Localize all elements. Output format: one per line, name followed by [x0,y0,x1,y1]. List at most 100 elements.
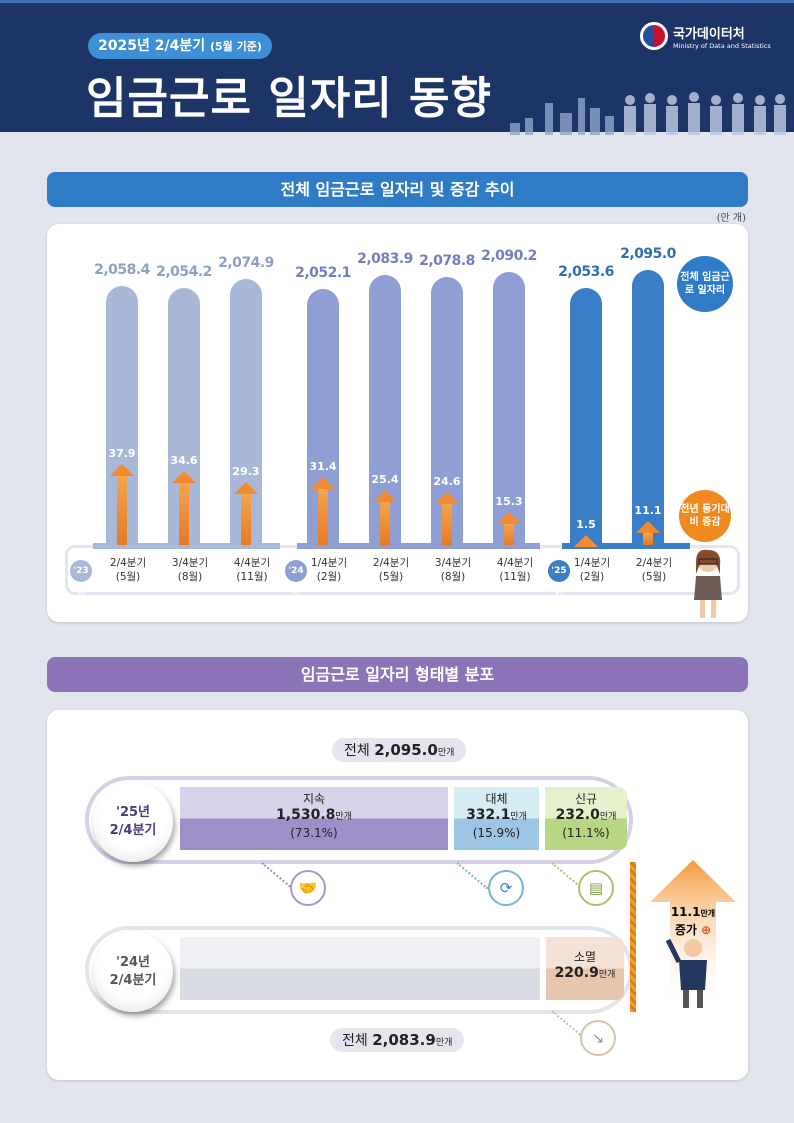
unit: 만개 [598,970,616,980]
tick-month: (8월) [440,571,466,583]
arrow-head [636,521,660,534]
change-value-label: 29.3 [232,465,260,478]
quarter-label: 2/4분기 [109,823,157,838]
tick-quarter: 3/4분기 [434,557,472,569]
callout-total: 전체 임금근로 일자리 [677,256,733,312]
arrow-shaft [380,502,390,545]
section-title-distribution: 임금근로 일자리 형태별 분포 [47,657,748,692]
arrow-shaft [117,475,127,545]
arrow-head [234,482,258,494]
year-label: '24년 [115,955,151,970]
increase-text: 증가 [674,923,697,937]
period-badge: 2025년 2/4분기 (5월 기준) [88,33,272,59]
year-badge: '25년 [548,560,570,598]
group-baseline [297,543,540,549]
x-axis-box [65,545,740,595]
change-arrow [311,477,335,545]
logo: 국가데이터처 Ministry of Data and Statistics [640,22,771,50]
bar-value-label: 2,074.9 [218,254,274,271]
skyline-illustration [500,88,794,135]
callout-change-text: 전년 동기대비 증감 [680,504,730,528]
bar-value-label: 2,095.0 [620,245,676,262]
arrow-head [574,535,598,547]
arrow-shaft [318,489,328,545]
tick-quarter: 4/4분기 [496,557,534,569]
arrow-head [497,512,521,525]
segment-name: 지속 [302,792,326,806]
year-2024-circle: '24년 2/4분기 [93,932,173,1012]
change-arrow [435,492,459,545]
logo-english: Ministry of Data and Statistics [673,41,771,50]
unit: 만개 [435,1038,453,1048]
unit: 만개 [510,812,527,822]
segment-replacement: 대체 332.1만개 (15.9%) [454,787,539,850]
year-badge: '23년 [70,560,92,598]
total-2025-value: 2,095.0 [374,741,438,759]
handshake-icon: 🤝 [290,870,326,906]
tick-month: (5월) [641,571,667,583]
header [0,0,794,135]
segment-value: 332.1 [466,807,511,823]
tick-quarter: 3/4분기 [171,557,209,569]
x-tick-label: 4/4분기 (11월) [485,556,545,584]
logo-name: 국가데이터처 [673,26,745,42]
change-value-label: 25.4 [371,473,399,487]
up-circle-icon: ⊕ [701,923,712,937]
resume-document-icon: ▤ [578,870,614,906]
bar-value-label: 2,054.2 [156,264,212,281]
change-value-label: 1.5 [576,518,596,531]
callout-total-text: 전체 임금근로 일자리 [680,272,730,296]
logo-emblem-icon [640,22,668,50]
tick-quarter: 2/4분기 [635,557,673,569]
bar-value-label: 2,052.1 [295,265,351,282]
total-label: 전체 [344,743,370,759]
year-label: '25년 [115,805,151,820]
section-title-trend: 전체 임금근로 일자리 및 증감 추이 [47,172,748,207]
change-value-label: 24.6 [433,475,461,489]
x-tick-label: 1/4분기 (2월) [562,556,622,584]
difference-marker [630,862,636,1012]
unit: 만개 [599,812,617,822]
group-baseline [562,543,690,549]
segment-disappeared: 소멸 220.9만개 [546,937,624,1000]
tick-quarter: 2/4분기 [109,557,147,569]
arrow-head [172,470,196,483]
connector [551,1010,584,1038]
bar-value-label: 2,053.6 [558,264,614,281]
year-badge: '24년 [285,560,307,598]
tick-quarter: 1/4분기 [573,557,611,569]
period-note: (5월 기준) [209,40,262,53]
tick-quarter: 2/4분기 [372,557,410,569]
tick-month: (5월) [115,571,141,583]
segment-name: 대체 [485,792,508,806]
arrow-head [110,463,134,476]
segment-pct: (73.1%) [290,826,338,840]
total-label: 전체 [342,1033,368,1049]
total-2025-pill: 전체 2,095.0만개 [332,738,467,762]
change-value-label: 15.3 [495,495,523,509]
increase-unit: 만개 [700,909,716,918]
bar-value-label: 2,058.4 [94,262,150,279]
arrow-shaft [643,533,653,545]
x-tick-label: 4/4분기 (11월) [222,556,282,584]
segment-name: 소멸 [573,950,597,964]
segment-continuing: 지속 1,530.8만개 (73.1%) [180,787,448,850]
tick-month: (2월) [579,571,605,583]
decline-chart-icon: ↘ [580,1020,616,1056]
callout-change: 전년 동기대비 증감 [679,490,731,542]
arrow-head [373,490,397,503]
increase-arrow: 11.1만개 증가 ⊕ [650,860,736,1010]
bar-value-label: 2,078.8 [419,253,475,270]
segment-value: 232.0 [555,807,600,823]
tick-month: (8월) [177,571,203,583]
change-value-label: 34.6 [170,453,198,467]
x-tick-label: 3/4분기 (8월) [423,556,483,584]
x-tick-label: 3/4분기 (8월) [160,556,220,584]
rotation-people-icon: ⟳ [488,870,524,906]
bar-value-label: 2,090.2 [481,247,537,264]
arrow-shaft [179,482,189,545]
tick-month: (5월) [378,571,404,583]
change-arrow [373,490,397,545]
segment-name: 신규 [574,792,598,806]
bar-total [632,269,664,545]
